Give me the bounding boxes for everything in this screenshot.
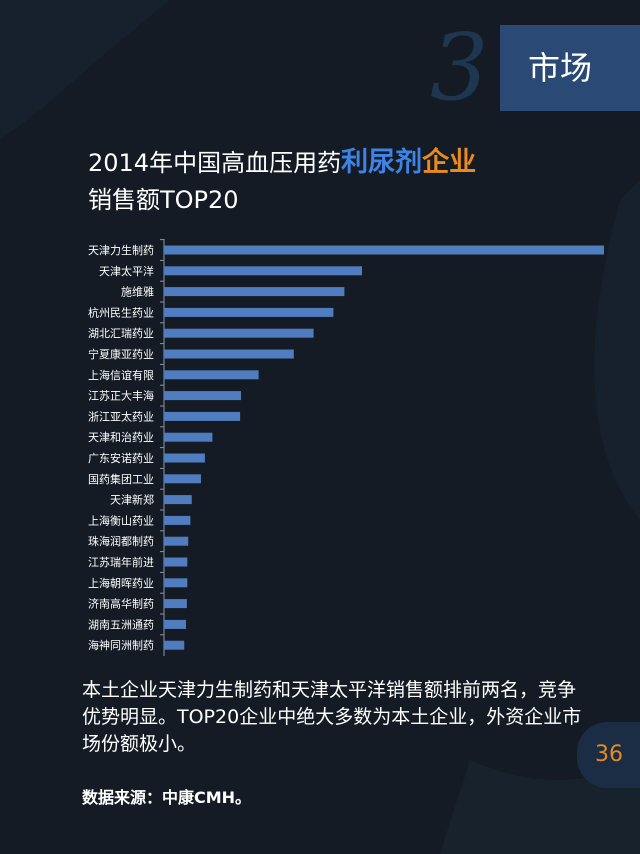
bar <box>164 307 334 317</box>
data-source: 数据来源：中康CMH。 <box>82 788 252 807</box>
category-label: 湖南五洲通药 <box>88 618 154 631</box>
bar <box>164 515 191 525</box>
bar <box>164 411 241 421</box>
category-label: 上海朝晖药业 <box>88 576 154 590</box>
category-label: 上海衡山药业 <box>88 513 154 527</box>
category-label: 珠海润都制药 <box>88 534 154 548</box>
category-label: 海神同洲制药 <box>88 638 154 652</box>
page-title: 2014年中国高血压用药利尿剂企业 <box>88 146 608 180</box>
title-highlight-blue: 利尿剂 <box>341 147 423 178</box>
bar <box>164 432 213 442</box>
category-label: 上海信谊有限 <box>88 368 154 382</box>
category-label: 浙江亚太药业 <box>88 410 154 423</box>
section-label: 市场 <box>500 25 640 111</box>
bar <box>164 349 294 359</box>
category-label: 杭州民生药业 <box>88 305 154 319</box>
category-label: 天津太平洋 <box>99 264 154 278</box>
bar <box>164 245 604 255</box>
category-label: 江苏正大丰海 <box>88 389 154 403</box>
bar <box>164 536 189 546</box>
bar <box>164 287 345 297</box>
category-label: 天津新郑 <box>110 493 154 507</box>
bar <box>164 495 192 505</box>
title-highlight-orange: 企业 <box>422 147 477 178</box>
category-label: 天津和治药业 <box>88 430 154 444</box>
category-label: 施维雅 <box>121 285 154 299</box>
category-label: 国药集团工业 <box>88 472 154 486</box>
bar <box>164 557 188 567</box>
bar <box>164 453 205 463</box>
category-label: 宁夏康亚药业 <box>88 347 154 361</box>
category-label: 济南高华制药 <box>88 597 154 611</box>
category-label: 湖北汇瑞药业 <box>88 326 154 340</box>
category-label: 江苏瑞年前进 <box>88 555 154 569</box>
section-number: 3 <box>430 14 489 121</box>
category-label: 天津力生制药 <box>88 243 154 257</box>
category-label: 广东安诺药业 <box>88 451 154 465</box>
bar <box>164 266 362 276</box>
title-prefix: 2014年中国高血压用药 <box>88 149 342 177</box>
bar <box>164 599 187 609</box>
bar <box>164 370 259 380</box>
page-number: 36 <box>577 722 640 788</box>
bar <box>164 391 241 401</box>
bar <box>164 640 185 650</box>
page-subtitle: 销售额TOP20 <box>88 186 239 214</box>
bar <box>164 474 201 484</box>
bar <box>164 328 314 338</box>
bar-chart: 天津力生制药天津太平洋施维雅杭州民生药业湖北汇瑞药业宁夏康亚药业上海信谊有限江苏… <box>88 239 604 656</box>
bar <box>164 578 188 588</box>
bar <box>164 619 186 629</box>
description-text: 本土企业天津力生制药和天津太平洋销售额排前两名，竞争优势明显。TOP20企业中绝… <box>82 679 582 755</box>
